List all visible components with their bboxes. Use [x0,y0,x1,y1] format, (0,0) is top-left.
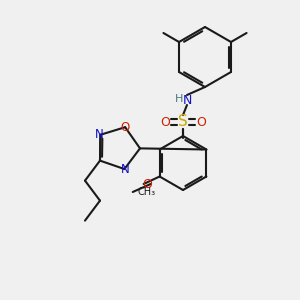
Text: S: S [178,115,188,130]
Text: N: N [182,94,192,106]
Text: N: N [95,128,104,141]
Text: O: O [121,121,130,134]
Text: O: O [196,116,206,128]
Text: N: N [121,163,130,176]
Text: H: H [175,94,183,104]
Text: O: O [160,116,170,128]
Text: CH₃: CH₃ [138,187,156,197]
Text: O: O [143,178,153,190]
